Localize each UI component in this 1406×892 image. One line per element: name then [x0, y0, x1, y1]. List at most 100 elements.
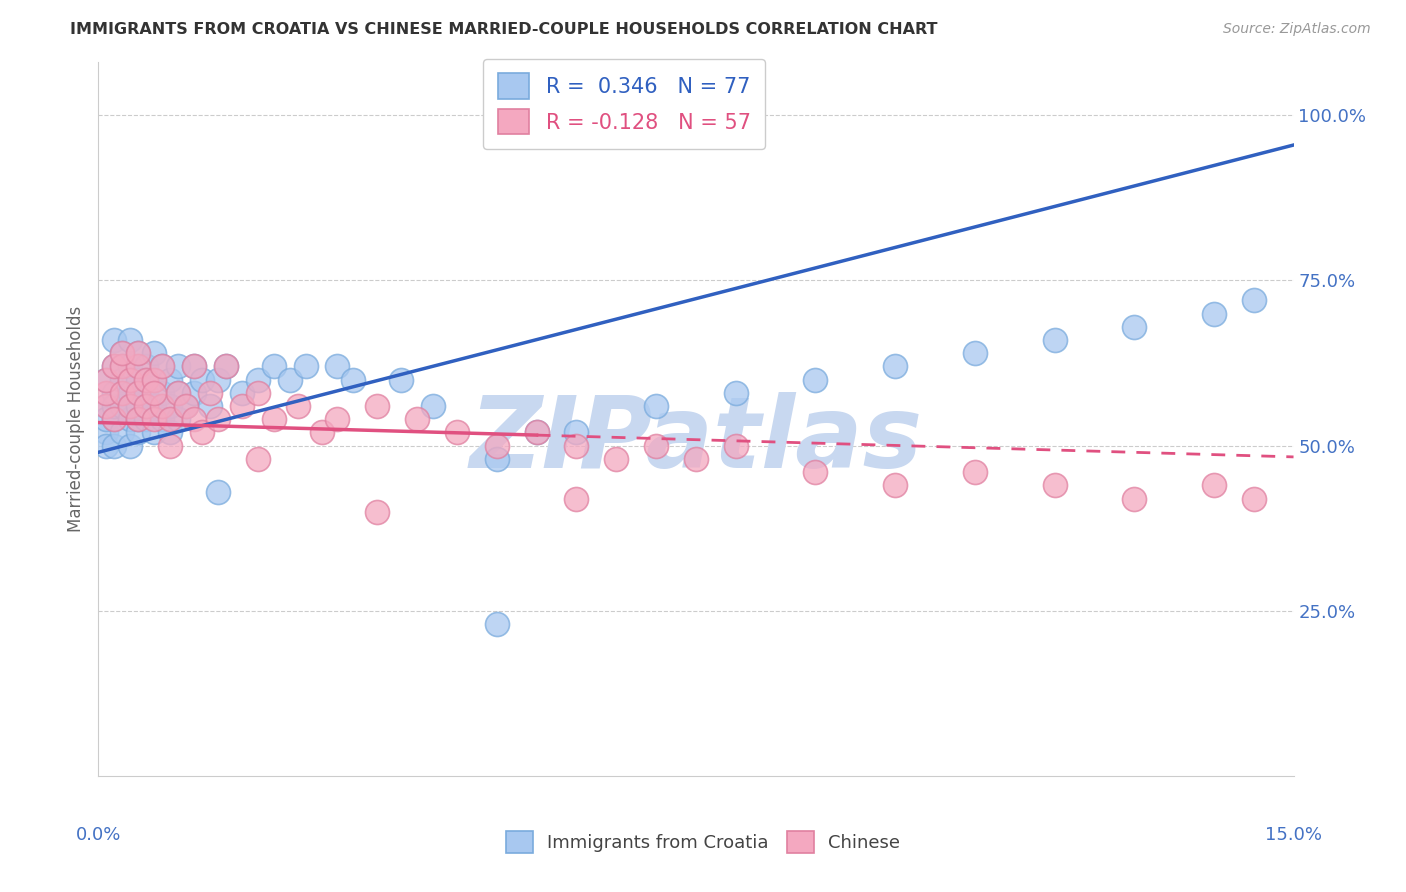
Point — [103, 359, 125, 374]
Legend: Immigrants from Croatia, Chinese: Immigrants from Croatia, Chinese — [499, 824, 907, 861]
Point — [278, 373, 301, 387]
Point — [183, 359, 205, 374]
Point — [120, 399, 142, 413]
Point — [884, 359, 907, 374]
Point — [127, 359, 149, 374]
Point — [167, 412, 190, 426]
Point — [183, 385, 205, 400]
Point — [167, 385, 190, 400]
Point — [96, 399, 118, 413]
Point — [526, 425, 548, 440]
Point — [191, 373, 214, 387]
Point — [605, 451, 627, 466]
Point — [167, 359, 190, 374]
Point — [565, 425, 588, 440]
Point — [485, 439, 508, 453]
Point — [103, 412, 125, 426]
Point — [127, 346, 149, 360]
Point — [143, 399, 166, 413]
Point — [111, 385, 134, 400]
Point — [103, 385, 125, 400]
Point — [645, 399, 668, 413]
Point — [111, 346, 134, 360]
Point — [963, 346, 986, 360]
Point — [246, 385, 269, 400]
Point — [120, 385, 142, 400]
Point — [135, 385, 157, 400]
Point — [406, 412, 429, 426]
Point — [127, 412, 149, 426]
Point — [135, 373, 157, 387]
Point — [96, 385, 118, 400]
Point — [1202, 306, 1225, 320]
Point — [246, 451, 269, 466]
Point — [135, 399, 157, 413]
Point — [326, 359, 349, 374]
Point — [246, 373, 269, 387]
Point — [565, 491, 588, 506]
Point — [1043, 478, 1066, 492]
Point — [724, 439, 747, 453]
Point — [150, 359, 173, 374]
Point — [111, 399, 134, 413]
Point — [198, 385, 221, 400]
Point — [198, 399, 221, 413]
Text: ZIPatlas: ZIPatlas — [470, 392, 922, 489]
Point — [159, 399, 181, 413]
Point — [1043, 333, 1066, 347]
Point — [96, 425, 118, 440]
Point — [103, 399, 125, 413]
Point — [120, 399, 142, 413]
Point — [215, 359, 238, 374]
Text: 0.0%: 0.0% — [76, 826, 121, 844]
Point — [143, 385, 166, 400]
Point — [526, 425, 548, 440]
Point — [1123, 319, 1146, 334]
Point — [446, 425, 468, 440]
Point — [135, 412, 157, 426]
Point — [127, 412, 149, 426]
Point — [645, 439, 668, 453]
Text: 15.0%: 15.0% — [1265, 826, 1322, 844]
Point — [1243, 293, 1265, 308]
Point — [120, 373, 142, 387]
Point — [1243, 491, 1265, 506]
Point — [326, 412, 349, 426]
Point — [804, 373, 827, 387]
Point — [724, 385, 747, 400]
Point — [366, 399, 388, 413]
Point — [103, 333, 125, 347]
Point — [159, 425, 181, 440]
Point — [174, 399, 197, 413]
Point — [96, 373, 118, 387]
Point — [685, 451, 707, 466]
Y-axis label: Married-couple Households: Married-couple Households — [66, 306, 84, 533]
Point — [207, 484, 229, 499]
Point — [103, 439, 125, 453]
Point — [111, 359, 134, 374]
Point — [231, 385, 253, 400]
Point — [96, 412, 118, 426]
Point — [311, 425, 333, 440]
Point — [159, 412, 181, 426]
Point — [191, 425, 214, 440]
Point — [215, 359, 238, 374]
Point — [120, 439, 142, 453]
Point — [183, 359, 205, 374]
Point — [287, 399, 309, 413]
Point — [167, 385, 190, 400]
Text: Source: ZipAtlas.com: Source: ZipAtlas.com — [1223, 22, 1371, 37]
Point — [120, 359, 142, 374]
Point — [207, 412, 229, 426]
Point — [111, 425, 134, 440]
Point — [150, 359, 173, 374]
Point — [127, 385, 149, 400]
Point — [96, 373, 118, 387]
Point — [127, 385, 149, 400]
Point — [96, 439, 118, 453]
Point — [963, 465, 986, 479]
Point — [103, 412, 125, 426]
Point — [103, 359, 125, 374]
Point — [263, 359, 285, 374]
Point — [150, 412, 173, 426]
